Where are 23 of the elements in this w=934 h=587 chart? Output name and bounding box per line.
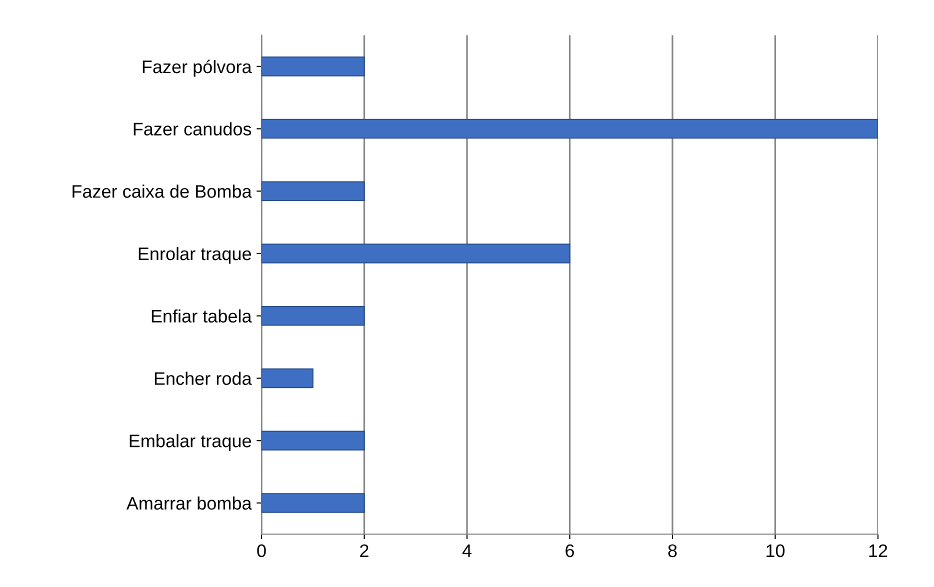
x-tick-label: 2 xyxy=(360,544,368,557)
y-tick-label: Fazer pólvora xyxy=(142,60,252,77)
bar xyxy=(262,306,365,326)
bar xyxy=(262,244,570,264)
bar xyxy=(262,368,314,388)
x-tick-label: 12 xyxy=(869,544,888,557)
y-tick-label: Fazer caixa de Bomba xyxy=(72,184,252,198)
bar xyxy=(262,118,878,139)
bar xyxy=(262,56,365,76)
y-tick-label: Enfiar tabela xyxy=(152,309,252,323)
y-tick-label: Enrolar traque xyxy=(138,246,252,264)
x-tick-label: 10 xyxy=(766,544,785,558)
x-tick-label: 6 xyxy=(566,544,574,558)
x-tick-label: 0 xyxy=(257,544,266,558)
bar xyxy=(262,430,365,451)
y-tick-label: Embalar traque xyxy=(130,434,252,451)
x-tick-label: 8 xyxy=(668,544,677,558)
y-tick-label: Fazer canudos xyxy=(134,122,252,136)
bar xyxy=(262,181,365,202)
y-tick-label: Encher roda xyxy=(154,372,252,385)
bar xyxy=(262,493,365,513)
y-tick-label: Amarrar bomba xyxy=(126,496,252,510)
x-tick-label: 4 xyxy=(462,544,472,557)
